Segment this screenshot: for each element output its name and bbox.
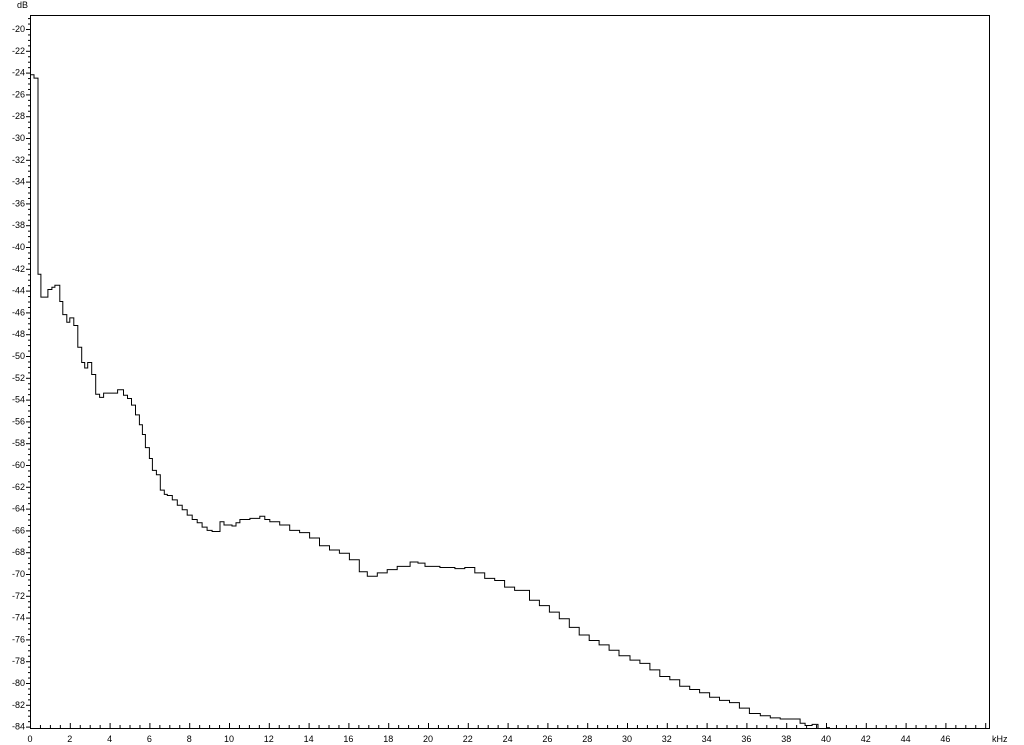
spectrum-trace <box>30 74 819 729</box>
x-tick-label: 30 <box>622 734 632 744</box>
y-tick-label: -56 <box>12 416 25 426</box>
x-tick-label: 24 <box>503 734 513 744</box>
x-tick-label: 20 <box>423 734 433 744</box>
y-tick-label: -60 <box>12 460 25 470</box>
y-tick-label: -46 <box>12 307 25 317</box>
x-tick-label: 40 <box>821 734 831 744</box>
y-axis: -20 -22 -24 -26 -28 -30 -32 -34 -36 -38 -40 -42 -44 -… <box>12 18 30 732</box>
x-tick-label: 4 <box>107 734 112 744</box>
x-tick-label: 26 <box>542 734 552 744</box>
x-tick-label: 46 <box>940 734 950 744</box>
y-tick-label: -68 <box>12 547 25 557</box>
y-tick-label: -64 <box>12 504 25 514</box>
x-tick-label: 16 <box>343 734 353 744</box>
y-tick-label: -50 <box>12 351 25 361</box>
y-tick-label: -36 <box>12 198 25 208</box>
x-tick-label: 44 <box>901 734 911 744</box>
x-tick-label: 6 <box>147 734 152 744</box>
y-tick-label: -54 <box>12 395 25 405</box>
y-tick-label: -32 <box>12 155 25 165</box>
y-tick-label: -28 <box>12 111 25 121</box>
y-tick-label: -74 <box>12 613 25 623</box>
y-tick-label: -42 <box>12 264 25 274</box>
y-tick-label: -20 <box>12 24 25 34</box>
x-tick-label: 32 <box>662 734 672 744</box>
y-tick-label: -62 <box>12 482 25 492</box>
y-tick-label: -30 <box>12 133 25 143</box>
x-tick-label: 2 <box>67 734 72 744</box>
y-tick-label: -34 <box>12 177 25 187</box>
x-axis-unit-label: kHz <box>992 734 1008 744</box>
x-tick-label: 36 <box>741 734 751 744</box>
x-tick-label: 18 <box>383 734 393 744</box>
x-tick-label: 22 <box>463 734 473 744</box>
x-tick-label: 38 <box>781 734 791 744</box>
x-tick-label: 42 <box>861 734 871 744</box>
y-tick-label: -58 <box>12 438 25 448</box>
y-tick-label: -26 <box>12 89 25 99</box>
y-tick-label: -72 <box>12 591 25 601</box>
y-tick-label: -22 <box>12 46 25 56</box>
y-tick-label: -48 <box>12 329 25 339</box>
x-tick-label: 8 <box>187 734 192 744</box>
x-tick-label: 28 <box>582 734 592 744</box>
y-tick-label: -82 <box>12 700 25 710</box>
y-tick-label: -52 <box>12 373 25 383</box>
y-tick-label: -76 <box>12 634 25 644</box>
y-tick-label: -80 <box>12 678 25 688</box>
x-tick-label: 0 <box>27 734 32 744</box>
y-tick-label: -38 <box>12 220 25 230</box>
x-tick-label: 12 <box>264 734 274 744</box>
y-tick-label: -78 <box>12 656 25 666</box>
plot-frame <box>30 15 990 729</box>
y-axis-unit-label: dB <box>17 0 28 10</box>
x-axis: 0 2 4 6 8 10 12 14 16 18 20 22 24 26 28 30 32 34 36 38 40 42 4… <box>27 723 987 744</box>
y-tick-label: -70 <box>12 569 25 579</box>
y-tick-label: -44 <box>12 286 25 296</box>
y-tick-label: -24 <box>12 68 25 78</box>
x-tick-label: 34 <box>702 734 712 744</box>
x-tick-label: 14 <box>304 734 314 744</box>
y-tick-label: -84 <box>12 722 25 732</box>
y-tick-label: -40 <box>12 242 25 252</box>
y-tick-label: -66 <box>12 525 25 535</box>
x-tick-label: 10 <box>224 734 234 744</box>
